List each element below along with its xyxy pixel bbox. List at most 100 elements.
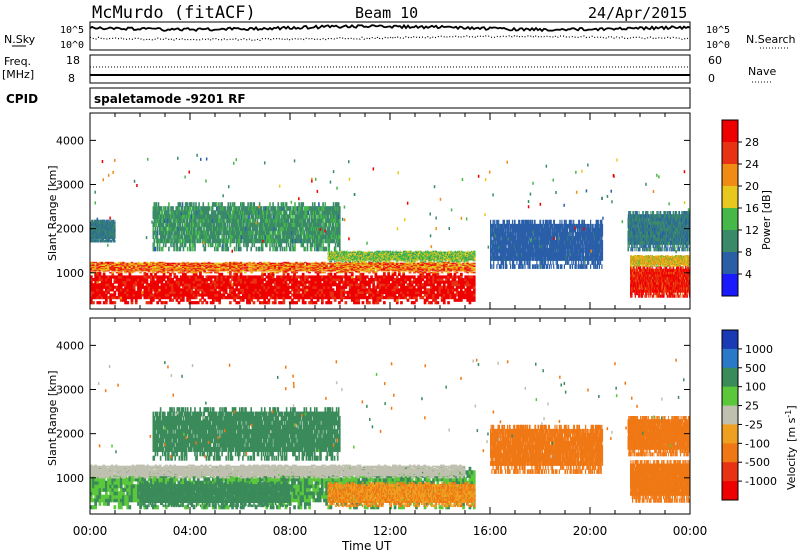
data-cell <box>175 280 179 284</box>
data-cell <box>339 257 341 259</box>
data-cell <box>147 267 151 269</box>
data-cell <box>379 259 381 261</box>
data-cell <box>441 257 443 259</box>
data-cell <box>419 251 421 254</box>
data-cell <box>126 271 130 273</box>
data-cell <box>361 256 363 258</box>
data-cell <box>415 265 418 267</box>
data-cell <box>201 270 204 272</box>
data-cell <box>271 272 275 276</box>
data-cell <box>391 275 395 279</box>
data-cell <box>462 266 465 268</box>
data-cell <box>143 293 147 297</box>
data-cell <box>417 271 420 274</box>
data-cell <box>439 252 442 255</box>
data-cell <box>359 261 363 264</box>
data-cell <box>344 265 348 267</box>
data-cell <box>177 290 181 294</box>
data-cell <box>226 270 230 272</box>
data-cell <box>244 280 247 284</box>
data-cell <box>117 268 121 270</box>
data-cell <box>432 298 435 302</box>
data-cell <box>333 296 337 300</box>
data-cell <box>359 253 361 255</box>
data-cell <box>366 254 368 256</box>
data-cell <box>387 258 389 260</box>
data-cell <box>323 296 326 300</box>
data-cell <box>398 271 401 274</box>
data-cell <box>100 270 104 272</box>
data-cell <box>434 251 436 254</box>
data-cell <box>336 283 339 287</box>
data-cell <box>269 275 273 279</box>
data-cell <box>216 269 219 271</box>
data-cell <box>434 258 436 260</box>
data-cell <box>126 301 130 305</box>
data-cell <box>175 296 179 300</box>
data-cell <box>449 252 451 255</box>
data-cell <box>409 250 411 253</box>
data-cell <box>130 278 134 282</box>
data-cell <box>413 280 416 284</box>
data-cell <box>186 267 189 269</box>
data-cell <box>370 268 373 270</box>
data-cell <box>384 256 386 258</box>
data-cell <box>446 252 448 255</box>
data-cell <box>184 280 187 284</box>
data-cell <box>211 268 215 270</box>
data-cell <box>199 278 202 282</box>
data-cell <box>443 255 446 257</box>
data-cell <box>203 268 207 270</box>
data-cell <box>407 260 409 263</box>
data-cell <box>407 251 410 254</box>
data-cell <box>321 298 324 302</box>
data-cell <box>194 264 198 266</box>
data-cell <box>419 265 423 267</box>
data-cell <box>337 258 339 260</box>
data-cell <box>239 283 243 287</box>
data-cell <box>445 263 448 266</box>
data-cell <box>188 288 192 292</box>
data-cell <box>314 266 318 268</box>
data-cell <box>421 264 425 266</box>
data-cell <box>366 259 369 261</box>
data-cell <box>413 259 415 262</box>
data-cell <box>205 283 209 287</box>
data-cell <box>384 259 387 262</box>
data-cell <box>256 265 260 267</box>
data-cell <box>339 253 342 255</box>
data-cell <box>214 265 217 267</box>
data-cell <box>375 257 377 259</box>
data-cell <box>425 251 428 254</box>
data-cell <box>436 263 440 266</box>
data-cell <box>425 256 427 258</box>
data-cell <box>445 271 448 273</box>
data-cell <box>385 260 388 263</box>
data-cell <box>351 251 353 254</box>
data-cell <box>327 301 331 305</box>
data-cell <box>358 252 360 255</box>
data-cell <box>295 264 298 266</box>
data-cell <box>179 271 183 274</box>
data-cell <box>132 280 136 284</box>
data-cell <box>256 270 260 272</box>
data-cell <box>458 258 460 260</box>
data-cell <box>220 263 224 266</box>
data-cell <box>350 283 354 287</box>
data-cell <box>457 264 461 266</box>
data-cell <box>360 259 362 261</box>
data-cell <box>235 301 239 305</box>
data-cell <box>433 250 435 253</box>
data-cell <box>192 290 196 294</box>
data-cell <box>182 269 185 271</box>
data-cell <box>399 253 401 255</box>
data-cell <box>375 259 377 262</box>
data-cell <box>372 280 375 284</box>
data-cell <box>357 252 360 255</box>
data-cell <box>373 259 375 261</box>
data-cell <box>96 293 100 297</box>
data-cell <box>192 271 196 274</box>
data-cell <box>443 259 446 261</box>
data-cell <box>348 258 351 260</box>
data-cell <box>179 278 183 282</box>
